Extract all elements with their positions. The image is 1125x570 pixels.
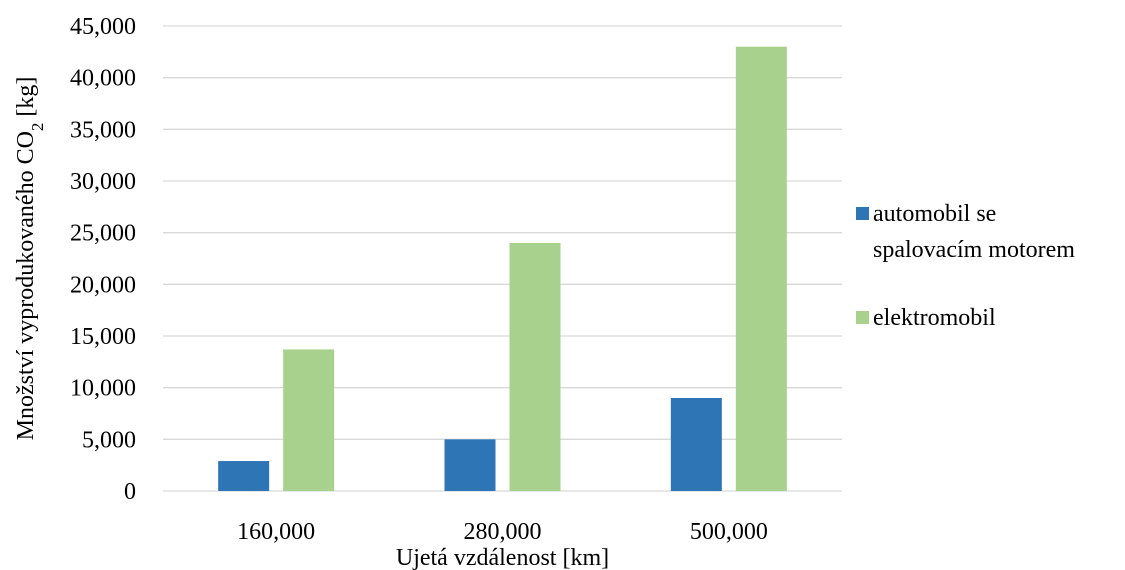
bars [218,46,787,492]
x-tick-label: 280,000 [464,519,542,545]
y-tick-label: 20,000 [70,272,136,298]
y-tick-label: 40,000 [70,66,136,92]
bar [509,243,561,491]
bar [735,46,787,492]
legend-swatch [856,207,869,220]
legend-label: spalovacím motorem [873,237,1075,263]
y-tick-label: 0 [124,479,136,505]
x-tick-label: 500,000 [690,519,768,545]
y-axis-title: Množství vyprodukovaného CO2 [kg] [13,77,47,441]
y-tick-label: 35,000 [70,117,136,143]
legend-label: elektromobil [873,305,996,331]
y-tick-label: 25,000 [70,221,136,247]
y-tick-label: 15,000 [70,324,136,350]
y-tick-label: 10,000 [70,376,136,402]
bar [218,461,270,491]
y-axis-title-unit: [kg] [13,77,39,123]
legend-label: automobil se [873,201,996,227]
y-tick-label: 5,000 [82,427,136,453]
y-tick-label: 45,000 [70,14,136,40]
x-tick-label: 160,000 [237,519,315,545]
gridlines [163,25,842,492]
x-axis-title: Ujetá vzdálenost [km] [396,545,609,570]
legend: automobil se spalovacím motorem elektromob… [856,201,1075,331]
y-axis-title-subscript: 2 [28,123,47,132]
y-axis-title-main: Množství vyprodukovaného CO [13,131,39,440]
y-tick-label: 30,000 [70,169,136,195]
bar [670,398,722,491]
legend-swatch [856,311,869,324]
y-tick-labels: 0 5,000 10,000 15,000 20,000 25,000 30,000 35,0… [70,14,136,505]
x-tick-labels: 160,000 280,000 500,000 [237,519,768,545]
bar [283,349,335,491]
bar [444,439,496,491]
